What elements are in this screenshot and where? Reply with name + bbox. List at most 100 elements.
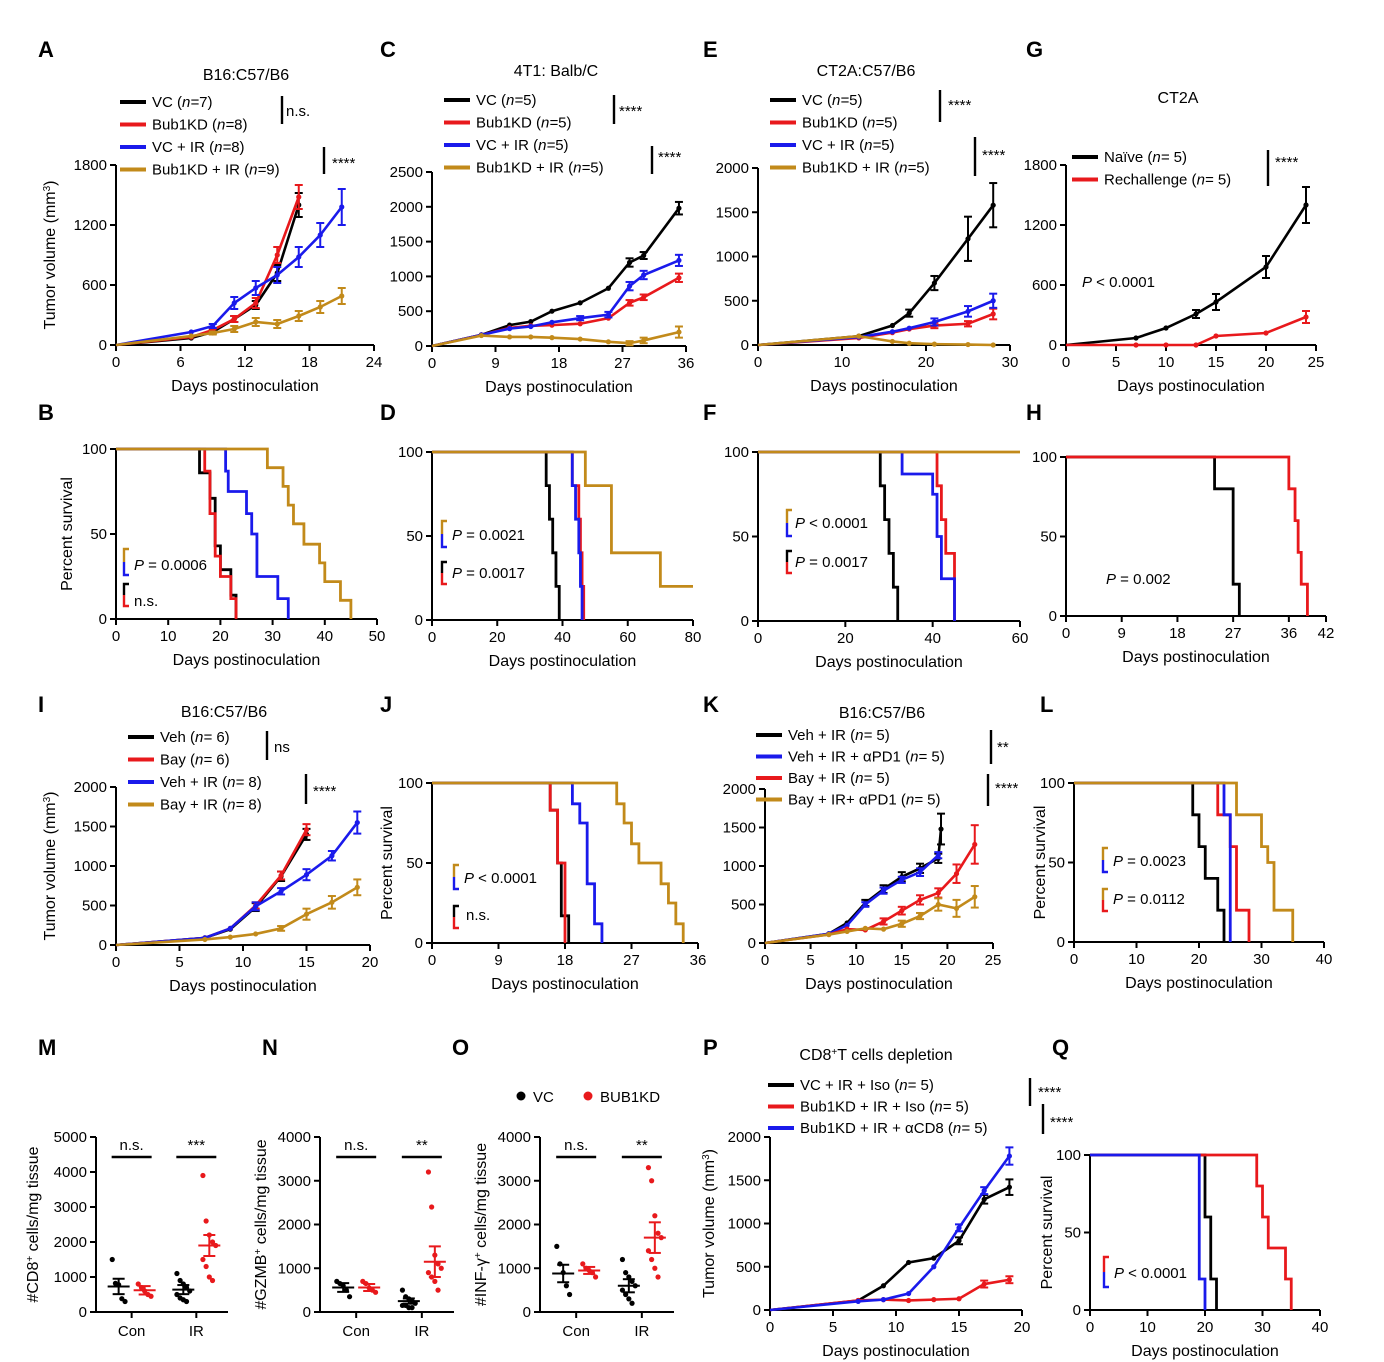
- p-value: P < 0.0001: [1114, 1265, 1187, 1282]
- data-point: [676, 275, 681, 280]
- data-point: [899, 908, 904, 913]
- y-tick-label: 1000: [728, 1216, 761, 1233]
- survival-curve-blue: [432, 783, 602, 943]
- data-point: [982, 1281, 987, 1286]
- x-tick-label: 0: [754, 630, 762, 647]
- panel-label-H: H: [1026, 400, 1042, 425]
- category-label: IR: [414, 1323, 429, 1340]
- x-tick-label: 30: [264, 628, 281, 645]
- bracket-bottom: [442, 534, 447, 547]
- bracket-bottom: [1103, 900, 1108, 911]
- data-point: [578, 321, 583, 326]
- panel-label-M: M: [38, 1035, 56, 1060]
- dot-red: [646, 1165, 651, 1170]
- data-point: [507, 334, 512, 339]
- y-tick-label: 2000: [390, 199, 423, 216]
- series-line-red: [432, 278, 679, 346]
- bracket-top: [442, 562, 447, 573]
- panel-label-N: N: [262, 1035, 278, 1060]
- survival-curve-black: [1066, 457, 1239, 616]
- series-line-blue: [116, 207, 342, 345]
- panel-L: 0501000 10 20 30 40Days postinoculationPerce…: [1032, 775, 1332, 992]
- dot-black: [409, 1305, 414, 1310]
- x-tick-label: 0: [761, 952, 769, 969]
- panel-M: 0 1000 2000 3000 4000 5000 Con IR n.s. *** #CD8+ c…: [25, 1129, 229, 1340]
- legend-entry: Bub1KD (n=8): [152, 117, 248, 134]
- chart-title: CT2A: [1158, 90, 1199, 107]
- data-point: [329, 853, 334, 858]
- data-point: [936, 902, 941, 907]
- data-point: [982, 1197, 987, 1202]
- data-point: [917, 913, 922, 918]
- y-tick-label: 0: [741, 337, 749, 354]
- data-point: [917, 897, 922, 902]
- bracket-bottom: [787, 562, 792, 573]
- data-point: [965, 342, 970, 347]
- panel-J: 0501000 9 18 27 36Days postinoculationPercen…: [379, 775, 706, 993]
- data-point: [1263, 330, 1268, 335]
- panel-I: 05001000150020000 5 10 15 20Days postinocula…: [42, 731, 379, 995]
- legend-entry: Bub1KD + IR (n=5): [802, 160, 930, 177]
- figure-canvas: AB16:C57/B60600120018000 6 12 18 24Days post…: [0, 0, 1384, 1362]
- bracket-bottom: [454, 917, 459, 928]
- x-axis-label: Days postinoculation: [489, 653, 637, 670]
- x-tick-label: 20: [1014, 1319, 1031, 1336]
- legend-A: VC (n=7) Bub1KD (n=8) VC + IR (n=8) Bub1KD …: [120, 94, 280, 179]
- x-tick-label: 25: [985, 952, 1002, 969]
- category-label: IR: [634, 1323, 649, 1340]
- legend-entry: VC (n=5): [802, 92, 862, 109]
- x-tick-label: 0: [428, 952, 436, 969]
- data-point: [1193, 311, 1198, 316]
- data-point: [856, 1299, 861, 1304]
- x-tick-label: 20: [1191, 951, 1208, 968]
- panel-label-C: C: [380, 37, 396, 62]
- data-point: [881, 919, 886, 924]
- data-point: [906, 1298, 911, 1303]
- data-point: [863, 926, 868, 931]
- chart-title: CT2A:C57/B6: [817, 63, 916, 80]
- panel-label-I: I: [38, 692, 44, 717]
- data-point: [954, 906, 959, 911]
- data-point: [1133, 342, 1138, 347]
- data-point: [954, 871, 959, 876]
- panel-O: 01000200030004000Con IRn.s. **#INF-γ+ cell…: [473, 1089, 675, 1340]
- p-value: P = 0.002: [1106, 571, 1171, 588]
- data-point: [296, 313, 301, 318]
- dot-red: [652, 1266, 657, 1271]
- x-tick-label: 40: [554, 629, 571, 646]
- x-tick-label: 20: [362, 954, 379, 971]
- bracket-bottom: [124, 595, 129, 606]
- x-tick-label: 30: [1002, 354, 1019, 371]
- data-point: [627, 300, 632, 305]
- data-point: [339, 293, 344, 298]
- y-tick-label: 100: [1032, 449, 1057, 466]
- stat-annotation: ****: [1050, 1114, 1074, 1131]
- x-tick-label: 80: [685, 629, 702, 646]
- legend-entry: Bub1KD (n=5): [802, 115, 898, 132]
- stat-annotation: n.s.: [564, 1137, 588, 1154]
- legend-entry: Bay + IR (n= 8): [160, 797, 262, 814]
- x-axis-label: Days postinoculation: [1125, 975, 1273, 992]
- legend-entry: Bay + IR+ αPD1 (n= 5): [788, 792, 941, 809]
- stat-annotation: ****: [948, 97, 972, 114]
- p-value: P < 0.0001: [795, 515, 868, 532]
- data-point: [826, 932, 831, 937]
- y-tick-label: 1000: [390, 268, 423, 285]
- data-point: [304, 872, 309, 877]
- y-tick-label: 100: [1040, 775, 1065, 792]
- dot-red: [200, 1257, 205, 1262]
- y-tick-label: 50: [90, 526, 107, 543]
- x-tick-label: 15: [298, 954, 315, 971]
- y-tick-label: 1800: [74, 157, 107, 174]
- panel-B: 0501000 10 20 30 40 50Days postinoculationPer…: [59, 441, 385, 669]
- p-value: P = 0.0112: [1113, 891, 1185, 908]
- dot-red: [426, 1169, 431, 1174]
- stat-annotation: **: [997, 739, 1009, 756]
- x-tick-label: 0: [428, 629, 436, 646]
- y-tick-label: 1500: [728, 1172, 761, 1189]
- data-point: [253, 300, 258, 305]
- data-point: [253, 319, 258, 324]
- x-tick-label: 0: [754, 354, 762, 371]
- data-point: [253, 285, 258, 290]
- data-point: [982, 1188, 987, 1193]
